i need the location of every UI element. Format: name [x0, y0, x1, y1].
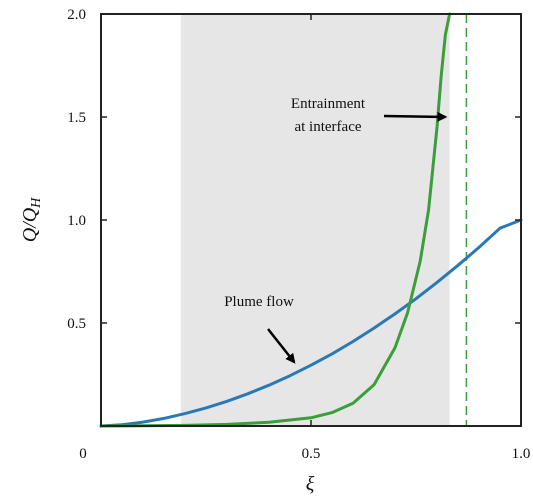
tick-labels: 0 0.5 1.0 0.5 1.0 1.5 2.0 — [67, 7, 530, 462]
annotation-plume-flow-line-1: Plume flow — [224, 294, 294, 310]
y-axis-title-main: Q/Q — [19, 207, 41, 242]
y-tick-label: 0.5 — [67, 316, 86, 332]
y-tick-label: 1.5 — [67, 110, 86, 126]
annotation-entrainment-line-2: at interface — [294, 119, 361, 135]
annotations: Entrainment at interface Plume flow — [224, 96, 448, 364]
y-axis-title-subscript: H — [29, 197, 44, 209]
x-tick-label: 0 — [79, 446, 87, 462]
y-tick-label: 2.0 — [67, 7, 86, 23]
y-tick-label: 1.0 — [67, 213, 86, 229]
x-tick-label: 1.0 — [512, 446, 531, 462]
plot-area — [99, 12, 523, 428]
x-tick-label: 0.5 — [302, 446, 321, 462]
annotation-entrainment-text: Entrainment at interface — [291, 96, 366, 135]
series-line-1 — [99, 218, 523, 428]
annotation-entrainment-line-1: Entrainment — [291, 96, 366, 112]
annotation-plume-flow-text: Plume flow — [224, 294, 294, 310]
shaded-region — [180, 14, 450, 426]
annotation-plume-flow-arrow — [267, 328, 296, 364]
y-axis-title: Q/QH — [19, 197, 44, 242]
series-line-2 — [99, 12, 452, 428]
x-axis-title: ξ — [306, 473, 315, 495]
tick-marks — [100, 13, 522, 426]
annotation-entrainment-arrow — [383, 111, 448, 122]
